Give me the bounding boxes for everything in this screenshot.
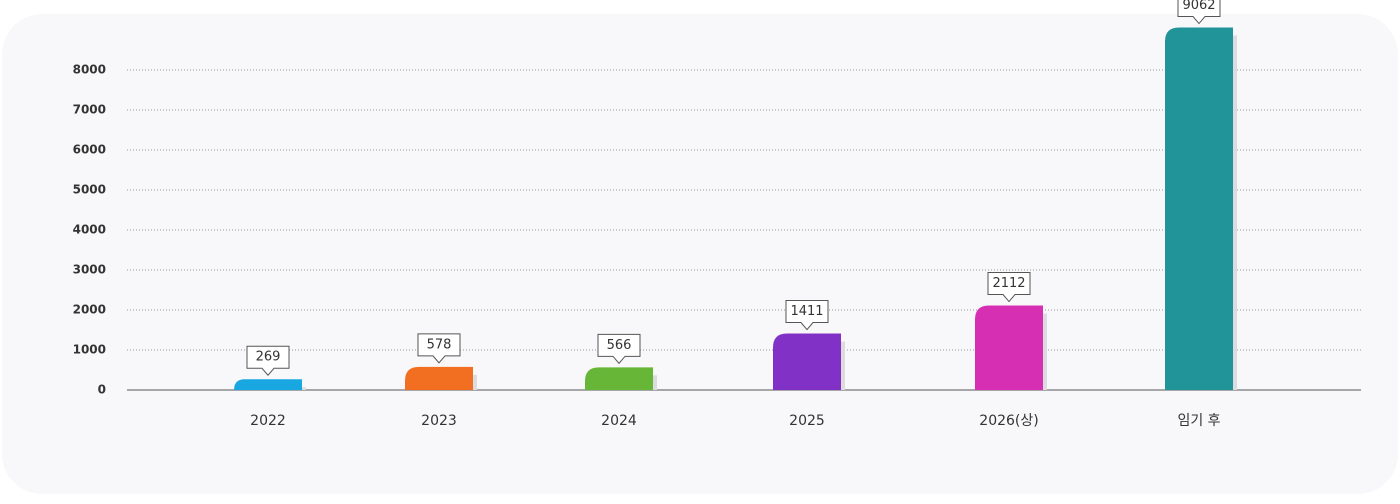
y-tick-label: 6000 bbox=[73, 143, 106, 157]
x-tick-label: 2023 bbox=[421, 413, 457, 429]
value-label: 269 bbox=[256, 350, 281, 365]
bar bbox=[975, 305, 1043, 390]
x-tick-label: 2025 bbox=[789, 413, 825, 429]
y-tick-label: 8000 bbox=[73, 63, 106, 77]
bar bbox=[773, 333, 841, 390]
bar bbox=[405, 366, 473, 390]
y-tick-label: 0 bbox=[98, 383, 106, 397]
value-label-box bbox=[785, 300, 829, 331]
x-tick-label: 2026(상) bbox=[979, 413, 1038, 429]
y-tick-label: 4000 bbox=[73, 223, 106, 237]
value-label: 9062 bbox=[1182, 0, 1215, 13]
value-label-box bbox=[1177, 0, 1221, 25]
bar bbox=[234, 379, 302, 390]
y-tick-label: 3000 bbox=[73, 263, 106, 277]
x-tick-label: 임기 후 bbox=[1177, 413, 1220, 429]
value-label-box bbox=[597, 333, 641, 365]
y-tick-label: 5000 bbox=[73, 183, 106, 197]
y-tick-label: 1000 bbox=[73, 343, 106, 357]
value-label: 2112 bbox=[992, 276, 1025, 291]
value-label: 1411 bbox=[790, 304, 823, 319]
value-label-box bbox=[417, 333, 461, 364]
value-label-box bbox=[987, 272, 1031, 303]
x-tick-label: 2024 bbox=[601, 413, 637, 429]
panel bbox=[2, 14, 1398, 494]
bar bbox=[585, 367, 653, 390]
value-label: 578 bbox=[427, 337, 452, 352]
y-tick-label: 2000 bbox=[73, 303, 106, 317]
value-label-box bbox=[246, 345, 290, 377]
x-tick-label: 2022 bbox=[250, 413, 286, 429]
bar bbox=[1165, 27, 1233, 391]
y-tick-label: 7000 bbox=[73, 103, 106, 117]
value-label: 566 bbox=[607, 338, 632, 353]
